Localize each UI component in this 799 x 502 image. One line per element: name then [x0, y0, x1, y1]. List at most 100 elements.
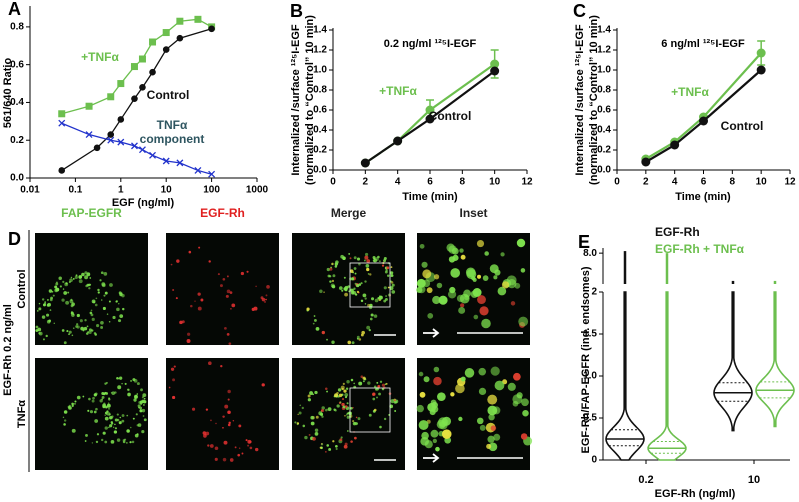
fluorescence-spot: [232, 419, 235, 422]
fluorescence-spot: [335, 447, 338, 451]
fluorescence-spot: [116, 307, 120, 312]
marker: [130, 63, 138, 71]
fluorescence-spot: [386, 274, 390, 278]
fluorescence-spot: [41, 315, 46, 319]
fluorescence-spot: [341, 387, 344, 391]
marker: [756, 65, 766, 75]
fluorescence-spot: [116, 413, 119, 416]
fluorescence-spot: [135, 413, 138, 416]
fluorescence-spot: [100, 438, 104, 442]
fluorescence-spot: [450, 392, 455, 397]
fluorescence-spot: [432, 295, 441, 305]
y-tick-label: 1.2: [313, 45, 327, 56]
fluorescence-spot: [219, 284, 223, 288]
fluorescence-spot: [419, 243, 425, 249]
fluorescence-spot: [494, 269, 501, 276]
fluorescence-spot: [173, 365, 176, 368]
fluorescence-spot: [101, 392, 105, 396]
fluorescence-spot: [71, 302, 75, 306]
fluorescence-spot: [88, 397, 91, 401]
fluorescence-spot: [325, 408, 328, 412]
y-tick-label: 0.5: [583, 413, 597, 424]
fluorescence-spot: [114, 423, 116, 426]
fluorescence-spot: [179, 320, 183, 325]
fluorescence-spot: [354, 272, 357, 275]
y-tick-label: 0.6: [313, 105, 327, 116]
column-header: Inset: [459, 206, 487, 220]
fluorescence-spot: [308, 433, 311, 436]
fluorescence-spot: [143, 418, 147, 422]
fluorescence-spot: [433, 366, 440, 373]
fluorescence-spot: [170, 263, 173, 266]
fluorescence-spot: [124, 382, 127, 385]
fluorescence-spot: [378, 392, 381, 396]
fluorescence-spot: [75, 325, 78, 328]
fluorescence-spot: [377, 384, 381, 388]
fluorescence-spot: [114, 427, 118, 430]
fluorescence-spot: [383, 299, 387, 303]
fluorescence-spot: [384, 270, 388, 274]
marker: [93, 144, 101, 152]
fluorescence-spot: [91, 442, 94, 444]
fluorescence-spot: [87, 409, 90, 412]
fluorescence-spot: [100, 299, 103, 301]
fluorescence-spot: [342, 405, 346, 409]
fluorescence-spot: [364, 255, 369, 260]
fluorescence-spot: [127, 388, 129, 391]
fluorescence-spot: [108, 398, 111, 401]
fluorescence-spot: [231, 303, 236, 308]
fluorescence-spot: [141, 408, 146, 413]
micrograph: [166, 358, 279, 470]
fluorescence-spot: [338, 393, 343, 398]
series-label: Control: [429, 109, 472, 123]
spots: [306, 252, 396, 345]
y-tick-label: 0.8: [597, 85, 611, 96]
marker: [149, 151, 156, 159]
fluorescence-spot: [373, 385, 377, 389]
fluorescence-spot: [376, 381, 379, 384]
fluorescence-spot: [100, 271, 104, 275]
fluorescence-spot: [215, 422, 217, 425]
fluorescence-spot: [478, 387, 487, 396]
fluorescence-spot: [366, 267, 370, 272]
y-tick-label: 0.4: [597, 125, 611, 136]
fluorescence-spot: [97, 288, 100, 292]
fluorescence-spot: [309, 391, 313, 396]
fluorescence-spot: [421, 431, 429, 440]
fluorescence-spot: [418, 420, 429, 430]
series-line: [61, 28, 212, 171]
condition-label: EGF-Rh 0.2 ng/ml: [2, 304, 14, 396]
fluorescence-spot: [349, 269, 354, 273]
spots: [35, 271, 125, 345]
fluorescence-spot: [356, 283, 360, 288]
x-tick-label: 8: [730, 177, 736, 188]
fluorescence-spot: [35, 325, 39, 329]
fluorescence-spot: [476, 239, 485, 248]
fluorescence-spot: [521, 398, 529, 407]
fluorescence-spot: [94, 333, 97, 336]
fluorescence-spot: [336, 404, 340, 408]
panel-label: D: [8, 229, 21, 249]
fluorescence-spot: [353, 256, 357, 260]
x-tick-label: 0: [614, 177, 620, 188]
fluorescence-spot: [104, 416, 109, 421]
fluorescence-spot: [122, 440, 126, 444]
fluorescence-spot: [121, 293, 125, 298]
y-axis-label: Internalized /surface ¹²⁵I-EGF: [574, 24, 586, 176]
y-tick-label: 0.2: [10, 135, 24, 146]
fluorescence-spot: [372, 393, 375, 396]
fluorescence-spot: [329, 267, 333, 271]
fluorescence-spot: [320, 408, 325, 413]
fluorescence-spot: [139, 400, 144, 404]
x-tick-label: 10: [489, 177, 501, 188]
marker: [425, 105, 435, 115]
y-tick-label: 0.2: [313, 145, 327, 156]
fluorescence-spot: [364, 297, 367, 300]
fluorescence-spot: [104, 412, 107, 415]
fluorescence-spot: [386, 266, 390, 270]
marker: [58, 110, 66, 118]
fluorescence-spot: [379, 380, 383, 383]
row-label: Control: [16, 269, 28, 308]
arrow: [423, 453, 440, 463]
marker: [194, 166, 202, 174]
